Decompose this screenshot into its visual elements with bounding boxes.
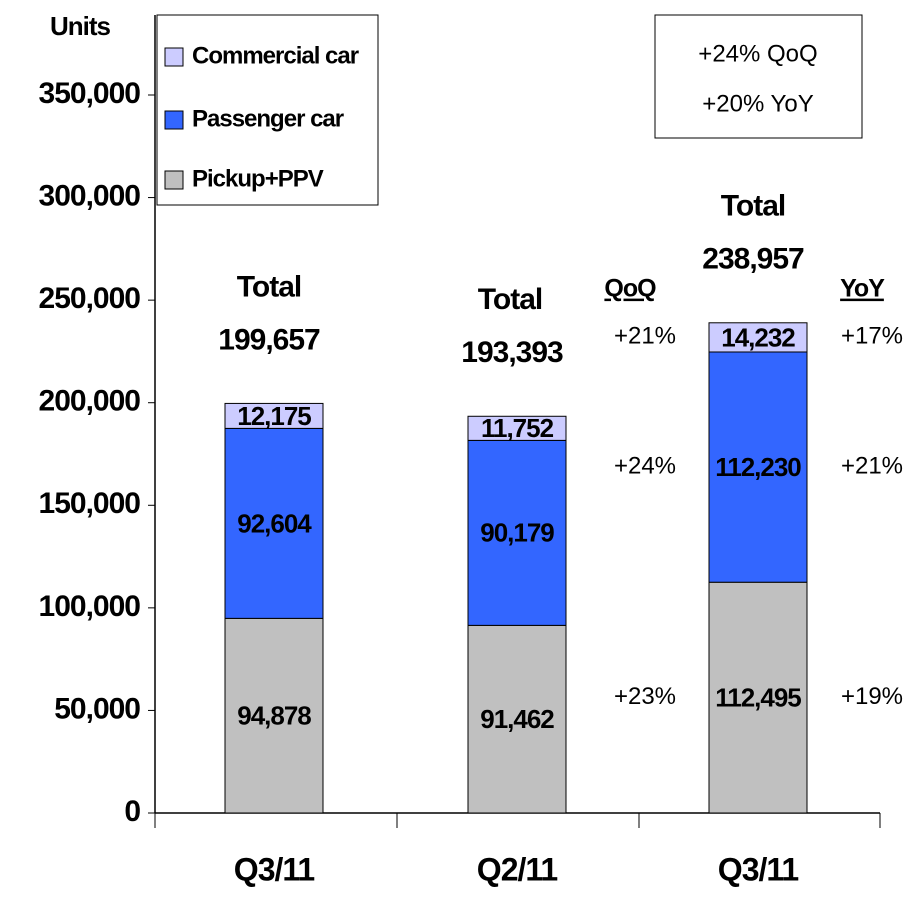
bar-segment (224, 402, 324, 429)
data-label: 14,232 (721, 322, 795, 352)
x-tick-label: Q3/11 (718, 851, 799, 887)
total-value: 199,657 (218, 323, 320, 356)
total-title: Total (478, 283, 542, 316)
data-label: 112,230 (715, 452, 801, 482)
legend-label: Commercial car (192, 42, 359, 69)
legend-label: Passenger car (192, 105, 344, 132)
total-title: Total (237, 270, 301, 303)
qoq-header: QoQ (604, 275, 656, 303)
yoy-label: +17% (841, 323, 903, 350)
legend-swatch (164, 47, 184, 67)
y-tick-label: 250,000 (39, 282, 141, 315)
qoq-label: +21% (614, 323, 676, 350)
legend-label: Pickup+PPV (192, 165, 324, 192)
y-tick-label: 300,000 (39, 179, 141, 212)
legend-swatch (164, 170, 184, 190)
bar-segment (467, 415, 567, 441)
data-label: 90,179 (480, 518, 554, 548)
bar-segment (224, 427, 324, 619)
y-tick-label: 0 (124, 795, 140, 828)
total-value: 193,393 (461, 336, 563, 369)
yoy-label: +21% (841, 452, 903, 479)
y-axis-label: Units (50, 11, 111, 41)
bar-segment (467, 439, 567, 626)
x-tick-label: Q3/11 (234, 851, 315, 887)
data-label: 112,495 (715, 682, 801, 712)
bar-segment (708, 322, 808, 353)
summary-box (654, 14, 863, 139)
bar-segment (467, 624, 567, 814)
y-tick-label: 350,000 (39, 77, 141, 110)
qoq-label: +23% (614, 683, 676, 710)
y-tick-label: 150,000 (39, 487, 141, 520)
total-value: 238,957 (702, 243, 804, 276)
data-label: 12,175 (237, 401, 311, 431)
data-label: 11,752 (481, 413, 554, 443)
bar-segment (708, 351, 808, 583)
x-tick-label: Q2/11 (477, 851, 558, 887)
yoy-header: YoY (840, 275, 885, 303)
summary-text: +24% QoQ (698, 40, 817, 67)
bar-segment (224, 617, 324, 814)
summary-text: +20% YoY (702, 90, 813, 117)
data-label: 92,604 (237, 508, 312, 538)
yoy-label: +19% (841, 683, 903, 710)
data-label: 94,878 (237, 701, 311, 731)
y-tick-label: 50,000 (54, 692, 140, 725)
legend (156, 14, 379, 206)
y-tick-label: 100,000 (39, 590, 141, 623)
total-title: Total (721, 190, 785, 223)
y-tick-label: 200,000 (39, 385, 141, 418)
data-label: 91,462 (480, 704, 554, 734)
legend-swatch (164, 110, 184, 130)
bar-segment (708, 581, 808, 814)
qoq-label: +24% (614, 452, 676, 479)
